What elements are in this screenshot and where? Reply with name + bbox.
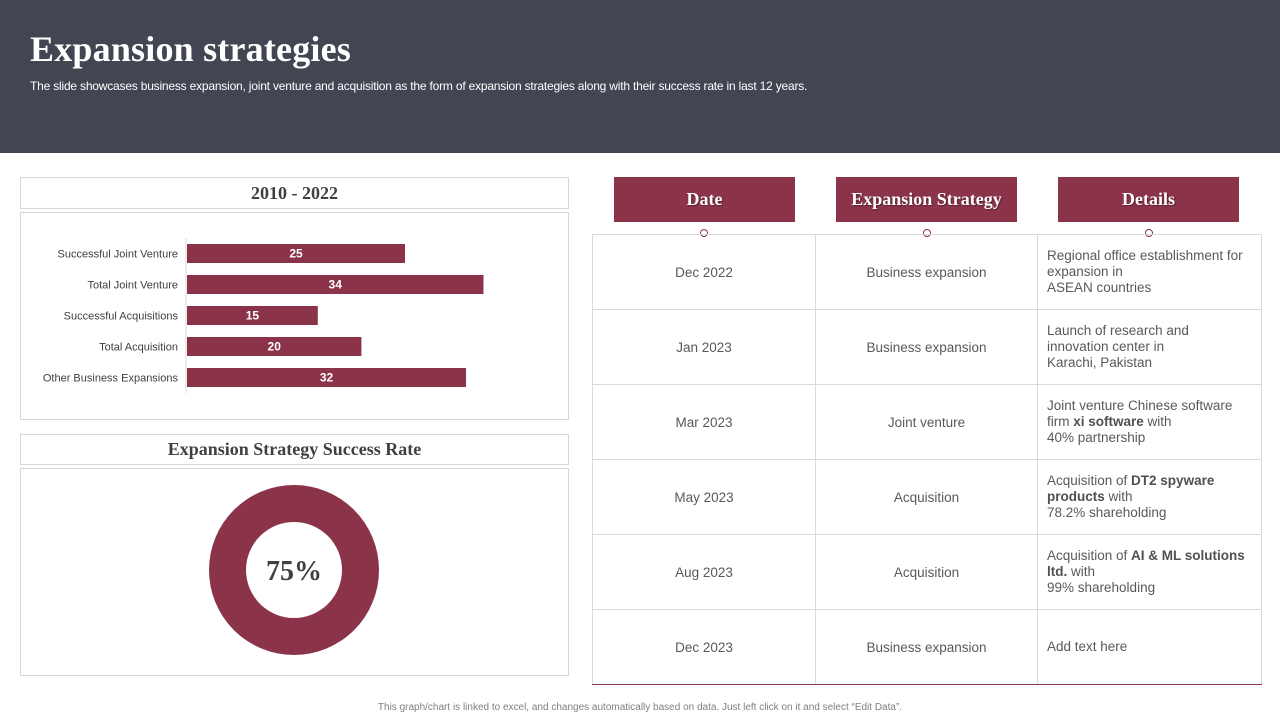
cell-details: Launch of research and innovation center… — [1037, 309, 1262, 385]
table-row: Aug 2023 Acquisition Acquisition of AI & M… — [592, 534, 1262, 610]
cell-date: Aug 2023 — [592, 534, 816, 610]
cell-strategy: Business expansion — [815, 234, 1038, 310]
cell-details: Joint venture Chinese software firm xi s… — [1037, 384, 1262, 460]
cell-strategy: Acquisition — [815, 459, 1038, 535]
table-row: Dec 2022 Business expansion Regional offic… — [592, 234, 1262, 310]
cell-details: Acquisition of AI & ML solutions ltd. wi… — [1037, 534, 1262, 610]
header-banner: Expansion strategies The slide showcases… — [0, 0, 1280, 153]
donut-chart-panel[interactable] — [20, 468, 569, 676]
cell-date: Dec 2022 — [592, 234, 816, 310]
column-header-details: Details — [1058, 177, 1239, 222]
cell-date: Dec 2023 — [592, 609, 816, 685]
page-subtitle: The slide showcases business expansion, … — [30, 79, 808, 93]
footer-note: This graph/chart is linked to excel, and… — [377, 702, 903, 713]
column-header-date: Date — [614, 177, 795, 222]
expansion-table: Dec 2022 Business expansion Regional offic… — [592, 234, 1262, 685]
cell-date: Mar 2023 — [592, 384, 816, 460]
cell-date: May 2023 — [592, 459, 816, 535]
page-title: Expansion strategies — [30, 29, 352, 69]
donut-chart-title: Expansion Strategy Success Rate — [20, 434, 569, 465]
cell-details: Acquisition of DT2 spyware products with… — [1037, 459, 1262, 535]
cell-strategy: Acquisition — [815, 534, 1038, 610]
cell-strategy: Business expansion — [815, 609, 1038, 685]
cell-date: Jan 2023 — [592, 309, 816, 385]
table-row: Dec 2023 Business expansion Add text here — [592, 609, 1262, 685]
cell-strategy: Business expansion — [815, 309, 1038, 385]
table-row: Mar 2023 Joint venture Joint venture Chine… — [592, 384, 1262, 460]
table-row: May 2023 Acquisition Acquisition of DT2 sp… — [592, 459, 1262, 535]
cell-details: Add text here — [1037, 609, 1262, 685]
bar-chart-title: 2010 - 2022 — [20, 177, 569, 209]
cell-details: Regional office establishment for expans… — [1037, 234, 1262, 310]
column-header-strategy: Expansion Strategy — [836, 177, 1017, 222]
bar-chart-panel[interactable] — [20, 212, 569, 420]
table-row: Jan 2023 Business expansion Launch of rese… — [592, 309, 1262, 385]
cell-strategy: Joint venture — [815, 384, 1038, 460]
